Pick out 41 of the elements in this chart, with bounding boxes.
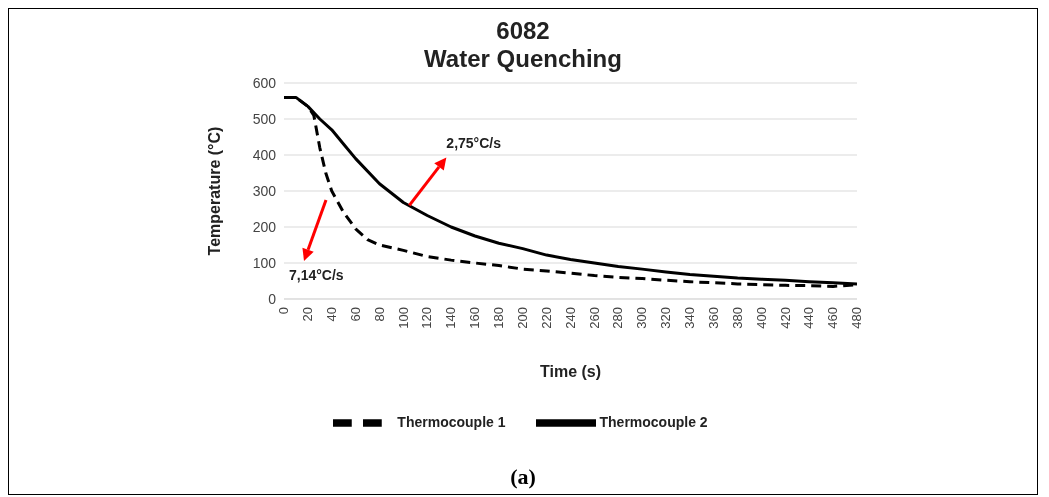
legend-label: Thermocouple 1 [397,413,506,430]
y-tick-label: 300 [252,182,277,199]
x-tick-label: 220 [538,307,554,329]
text: (a) [509,463,537,491]
x-tick-label: 380 [729,307,745,329]
chart-title: 6082 [495,17,551,45]
y-tick-label: 500 [252,110,277,127]
annotation: 7,14°C/s [289,267,344,283]
x-tick-label: 320 [658,307,674,329]
x-tick-label: 340 [682,307,698,329]
x-tick-label: 120 [419,307,435,329]
annotation: 2,75°C/s [446,135,502,152]
x-tick-label: 60 [347,307,363,322]
x-axis-title: Time (s) [539,363,602,380]
x-tick-label: 420 [777,307,793,329]
x-tick-label: 260 [586,307,602,329]
x-tick-label: 200 [514,307,530,329]
x-tick-label: 20 [300,307,316,322]
x-tick-label: 140 [443,307,459,329]
x-tick-label: 480 [849,307,865,329]
y-axis-title: Temperature (°C) [205,126,223,256]
x-tick-label: 180 [491,307,507,329]
legend-label: Thermocouple 2 [599,413,708,430]
y-tick-label: 0 [268,290,277,307]
y-tick-label: 400 [252,146,277,163]
x-tick-label: 400 [753,307,769,329]
y-tick-label: 600 [252,74,277,91]
x-tick-label: 0 [276,307,292,315]
x-tick-label: 240 [562,307,578,329]
y-tick-label: 100 [252,254,277,271]
x-tick-label: 300 [634,307,650,329]
x-tick-label: 360 [705,307,721,329]
x-tick-label: 460 [825,307,841,329]
x-tick-label: 280 [610,307,626,329]
x-tick-label: 440 [801,307,817,329]
chart-subtitle: Water Quenching [423,45,623,73]
x-tick-label: 100 [395,307,411,329]
y-tick-label: 200 [252,218,277,235]
x-tick-label: 80 [371,307,387,322]
x-tick-label: 160 [467,307,483,329]
x-tick-label: 40 [323,307,339,322]
